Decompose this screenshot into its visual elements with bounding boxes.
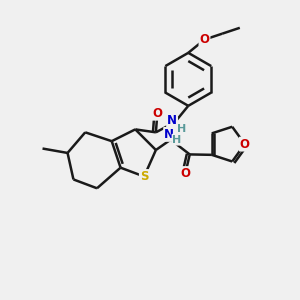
- Text: N: N: [167, 114, 177, 127]
- Text: O: O: [240, 138, 250, 151]
- Text: N: N: [164, 128, 174, 141]
- Text: O: O: [152, 107, 162, 120]
- Text: O: O: [200, 33, 209, 46]
- Text: O: O: [180, 167, 190, 180]
- Text: H: H: [172, 135, 182, 145]
- Text: S: S: [140, 170, 148, 183]
- Text: H: H: [177, 124, 186, 134]
